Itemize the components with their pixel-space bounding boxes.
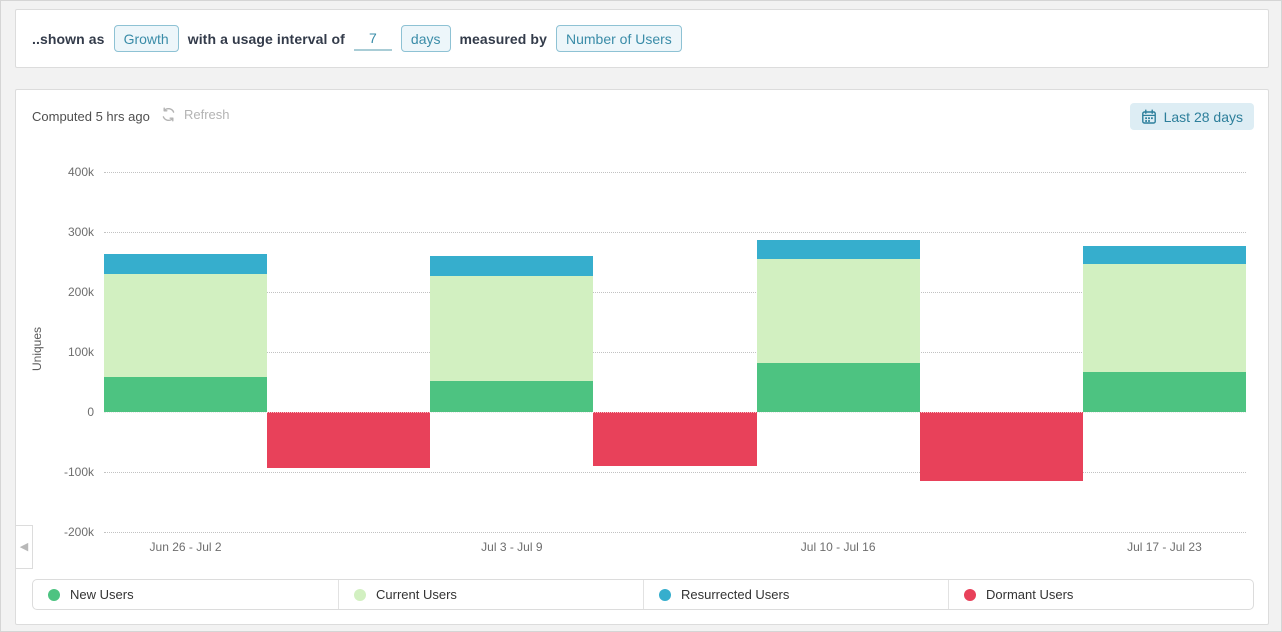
- x-tick-1: Jun 26 - Jul 2: [149, 540, 222, 554]
- refresh-label: Refresh: [184, 107, 230, 122]
- metric-selector-button[interactable]: Number of Users: [555, 25, 682, 52]
- y-axis-title: Uniques: [30, 326, 44, 372]
- bar-new-users-1[interactable]: [104, 377, 268, 412]
- interval-value-input[interactable]: [353, 26, 392, 51]
- bar-resurrected-users-4[interactable]: [1082, 246, 1246, 264]
- shown-as-label: ..shown as: [32, 30, 105, 47]
- bar-current-users-3[interactable]: [756, 259, 920, 364]
- legend-dot-resurrected-users: [659, 588, 671, 601]
- legend-label-resurrected-users: Resurrected Users: [681, 587, 790, 602]
- y-tick--100k: -100k: [63, 465, 94, 479]
- query-definition-bar: ..shown as Growth with a usage interval …: [15, 9, 1269, 68]
- legend-label-new-users: New Users: [70, 587, 134, 602]
- growth-selector-button[interactable]: Growth: [113, 25, 179, 52]
- y-tick-100k: 100k: [67, 345, 94, 359]
- legend-dot-dormant-users: [964, 588, 976, 601]
- legend-item-resurrected-users[interactable]: Resurrected Users: [643, 580, 948, 609]
- collapse-arrow-icon: ◀: [19, 540, 29, 553]
- legend-dot-current-users: [354, 588, 366, 601]
- bar-new-users-2[interactable]: [430, 380, 594, 412]
- gridline-400k: [104, 172, 1246, 173]
- bar-resurrected-users-2[interactable]: [430, 256, 594, 276]
- gridline-300k: [104, 232, 1246, 233]
- date-range-label: Last 28 days: [1163, 108, 1243, 125]
- refresh-button[interactable]: Refresh: [160, 106, 230, 123]
- refresh-icon: [160, 106, 177, 123]
- y-tick-400k: 400k: [67, 165, 94, 179]
- calendar-icon: [1141, 109, 1157, 125]
- plot-area: [104, 172, 1246, 533]
- bar-current-users-4[interactable]: [1082, 263, 1246, 372]
- collapse-panel-tab[interactable]: ◀: [16, 525, 33, 569]
- gridline-200k: [104, 292, 1246, 293]
- x-tick-2: Jul 3 - Jul 9: [481, 540, 543, 554]
- legend-item-dormant-users[interactable]: Dormant Users: [948, 580, 1253, 609]
- gridline--200k: [104, 532, 1246, 533]
- x-tick-3: Jul 10 - Jul 16: [800, 540, 876, 554]
- bar-current-users-2[interactable]: [430, 275, 594, 381]
- usage-interval-label: with a usage interval of: [187, 30, 345, 47]
- legend-label-dormant-users: Dormant Users: [986, 587, 1074, 602]
- y-tick-300k: 300k: [67, 225, 94, 239]
- bar-resurrected-users-3[interactable]: [756, 240, 920, 259]
- zero-baseline: [104, 412, 1246, 413]
- bar-dormant-users-3[interactable]: [919, 412, 1083, 481]
- y-axis: 400k 300k 200k 100k 0 -100k -200k: [16, 165, 94, 539]
- legend-dot-new-users: [48, 588, 60, 601]
- gridline-100k: [104, 352, 1246, 353]
- bar-dormant-users-2[interactable]: [593, 412, 757, 466]
- y-tick-0: 0: [87, 405, 94, 419]
- gridline--100k: [104, 472, 1246, 473]
- y-tick-200k: 200k: [67, 285, 94, 299]
- bar-current-users-1[interactable]: [104, 274, 268, 378]
- y-tick--200k: -200k: [63, 525, 94, 539]
- x-axis: Jun 26 - Jul 2 Jul 3 - Jul 9 Jul 10 - Jul …: [104, 540, 1246, 556]
- legend-label-current-users: Current Users: [376, 587, 457, 602]
- measured-by-label: measured by: [459, 30, 547, 47]
- bar-dormant-users-1[interactable]: [267, 412, 431, 468]
- x-tick-4: Jul 17 - Jul 23: [1127, 540, 1202, 554]
- growth-chart-panel: Computed 5 hrs ago Refresh: [15, 89, 1269, 625]
- interval-unit-button[interactable]: days: [400, 25, 451, 52]
- date-range-button[interactable]: Last 28 days: [1129, 103, 1254, 130]
- bar-new-users-4[interactable]: [1082, 371, 1246, 412]
- chart-legend: New Users Current Users Resurrected User…: [32, 579, 1254, 610]
- legend-item-new-users[interactable]: New Users: [33, 580, 338, 609]
- bar-new-users-3[interactable]: [756, 363, 920, 412]
- legend-item-current-users[interactable]: Current Users: [338, 580, 643, 609]
- computed-timestamp: Computed 5 hrs ago: [32, 109, 150, 124]
- bar-resurrected-users-1[interactable]: [104, 253, 268, 274]
